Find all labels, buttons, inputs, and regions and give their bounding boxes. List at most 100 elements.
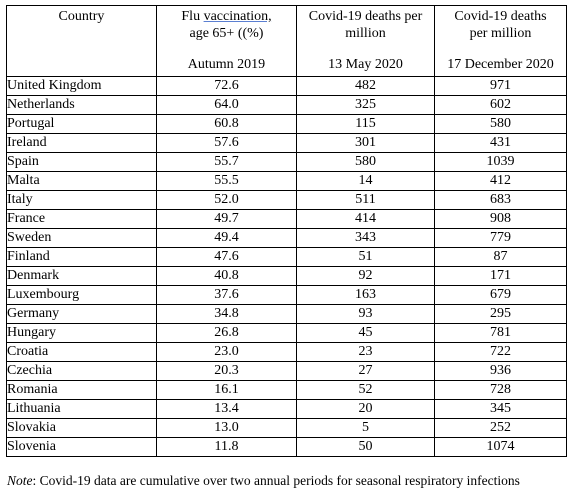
cell-deaths-may: 50 — [296, 437, 435, 457]
cell-deaths-dec: 908 — [434, 209, 567, 229]
cell-deaths-may: 301 — [296, 133, 435, 153]
cell-flu-vaccination: 40.8 — [156, 266, 297, 286]
table-row: Denmark 40.8 92 171 — [6, 266, 567, 286]
cell-deaths-dec: 722 — [434, 342, 567, 362]
table-row: France 49.7 414 908 — [6, 209, 567, 229]
cell-deaths-dec: 602 — [434, 95, 567, 115]
header-country: Country — [6, 5, 157, 77]
cell-deaths-dec: 1039 — [434, 152, 567, 172]
cell-deaths-may: 482 — [296, 76, 435, 96]
table-row: Luxembourg 37.6 163 679 — [6, 285, 567, 305]
cell-deaths-may: 343 — [296, 228, 435, 248]
cell-country: Spain — [6, 152, 157, 172]
cell-country: Netherlands — [6, 95, 157, 115]
cell-country: Portugal — [6, 114, 157, 134]
cell-flu-vaccination: 49.4 — [156, 228, 297, 248]
header-covid-may: Covid-19 deaths per million 13 May 2020 — [296, 5, 435, 77]
cell-deaths-may: 52 — [296, 380, 435, 400]
cell-flu-vaccination: 23.0 — [156, 342, 297, 362]
cell-flu-vaccination: 49.7 — [156, 209, 297, 229]
table-row: Ireland 57.6 301 431 — [6, 133, 567, 153]
cell-country: Germany — [6, 304, 157, 324]
cell-country: Denmark — [6, 266, 157, 286]
cell-country: Italy — [6, 190, 157, 210]
cell-deaths-may: 325 — [296, 95, 435, 115]
table-row: Netherlands 64.0 325 602 — [6, 95, 567, 115]
table-row: Germany 34.8 93 295 — [6, 304, 567, 324]
cell-flu-vaccination: 13.0 — [156, 418, 297, 438]
header-flu-date: Autumn 2019 — [187, 57, 266, 72]
cell-country: Luxembourg — [6, 285, 157, 305]
cell-deaths-dec: 683 — [434, 190, 567, 210]
cell-deaths-dec: 252 — [434, 418, 567, 438]
cell-flu-vaccination: 52.0 — [156, 190, 297, 210]
cell-country: Croatia — [6, 342, 157, 362]
table-row: United Kingdom 72.6 482 971 — [6, 76, 567, 96]
table-row: Sweden 49.4 343 779 — [6, 228, 567, 248]
cell-flu-vaccination: 34.8 — [156, 304, 297, 324]
table-note: Note: Covid-19 data are cumulative over … — [7, 473, 520, 489]
cell-deaths-may: 27 — [296, 361, 435, 381]
cell-flu-vaccination: 60.8 — [156, 114, 297, 134]
cell-deaths-may: 14 — [296, 171, 435, 191]
cell-deaths-dec: 971 — [434, 76, 567, 96]
cell-country: United Kingdom — [6, 76, 157, 96]
cell-deaths-dec: 679 — [434, 285, 567, 305]
cell-deaths-dec: 580 — [434, 114, 567, 134]
cell-country: Slovenia — [6, 437, 157, 457]
cell-deaths-may: 163 — [296, 285, 435, 305]
cell-flu-vaccination: 47.6 — [156, 247, 297, 267]
table-row: Portugal 60.8 115 580 — [6, 114, 567, 134]
cell-country: Ireland — [6, 133, 157, 153]
cell-deaths-may: 115 — [296, 114, 435, 134]
cell-flu-vaccination: 20.3 — [156, 361, 297, 381]
header-covid-may-date: 13 May 2020 — [328, 57, 403, 72]
cell-deaths-dec: 345 — [434, 399, 567, 419]
cell-country: Slovakia — [6, 418, 157, 438]
cell-flu-vaccination: 11.8 — [156, 437, 297, 457]
table-row: Croatia 23.0 23 722 — [6, 342, 567, 362]
cell-deaths-may: 92 — [296, 266, 435, 286]
cell-country: Lithuania — [6, 399, 157, 419]
table-row: Slovenia 11.8 50 1074 — [6, 437, 567, 457]
table-row: Finland 47.6 51 87 — [6, 247, 567, 267]
cell-deaths-may: 45 — [296, 323, 435, 343]
cell-deaths-may: 580 — [296, 152, 435, 172]
note-text: : Covid-19 data are cumulative over two … — [32, 473, 520, 488]
cell-flu-vaccination: 13.4 — [156, 399, 297, 419]
cell-country: Finland — [6, 247, 157, 267]
header-covid-may-line1: Covid-19 deaths per — [308, 9, 423, 24]
table-row: Slovakia 13.0 5 252 — [6, 418, 567, 438]
cell-flu-vaccination: 55.7 — [156, 152, 297, 172]
header-covid-dec-line2: per million — [469, 26, 532, 41]
cell-deaths-may: 23 — [296, 342, 435, 362]
table-row: Romania 16.1 52 728 — [6, 380, 567, 400]
header-covid-dec-line1: Covid-19 deaths — [454, 9, 547, 24]
cell-deaths-may: 51 — [296, 247, 435, 267]
cell-country: Sweden — [6, 228, 157, 248]
cell-country: Czechia — [6, 361, 157, 381]
header-flu-line1b: vaccination, — [203, 9, 272, 24]
cell-deaths-dec: 728 — [434, 380, 567, 400]
cell-flu-vaccination: 64.0 — [156, 95, 297, 115]
table-row: Lithuania 13.4 20 345 — [6, 399, 567, 419]
cell-deaths-dec: 412 — [434, 171, 567, 191]
cell-flu-vaccination: 16.1 — [156, 380, 297, 400]
cell-deaths-may: 511 — [296, 190, 435, 210]
cell-deaths-may: 20 — [296, 399, 435, 419]
cell-deaths-may: 414 — [296, 209, 435, 229]
cell-flu-vaccination: 26.8 — [156, 323, 297, 343]
cell-deaths-dec: 295 — [434, 304, 567, 324]
cell-deaths-dec: 781 — [434, 323, 567, 343]
cell-deaths-dec: 1074 — [434, 437, 567, 457]
header-flu-line2: age 65+ ((%) — [189, 26, 264, 41]
cell-deaths-may: 93 — [296, 304, 435, 324]
cell-country: Malta — [6, 171, 157, 191]
note-label: Note — [7, 473, 33, 488]
cell-deaths-dec: 87 — [434, 247, 567, 267]
header-covid-may-line2: million — [345, 26, 386, 41]
cell-flu-vaccination: 37.6 — [156, 285, 297, 305]
table-row: Hungary 26.8 45 781 — [6, 323, 567, 343]
header-flu-vaccination: Flu vaccination, age 65+ ((%) Autumn 2019 — [156, 5, 297, 77]
cell-country: France — [6, 209, 157, 229]
